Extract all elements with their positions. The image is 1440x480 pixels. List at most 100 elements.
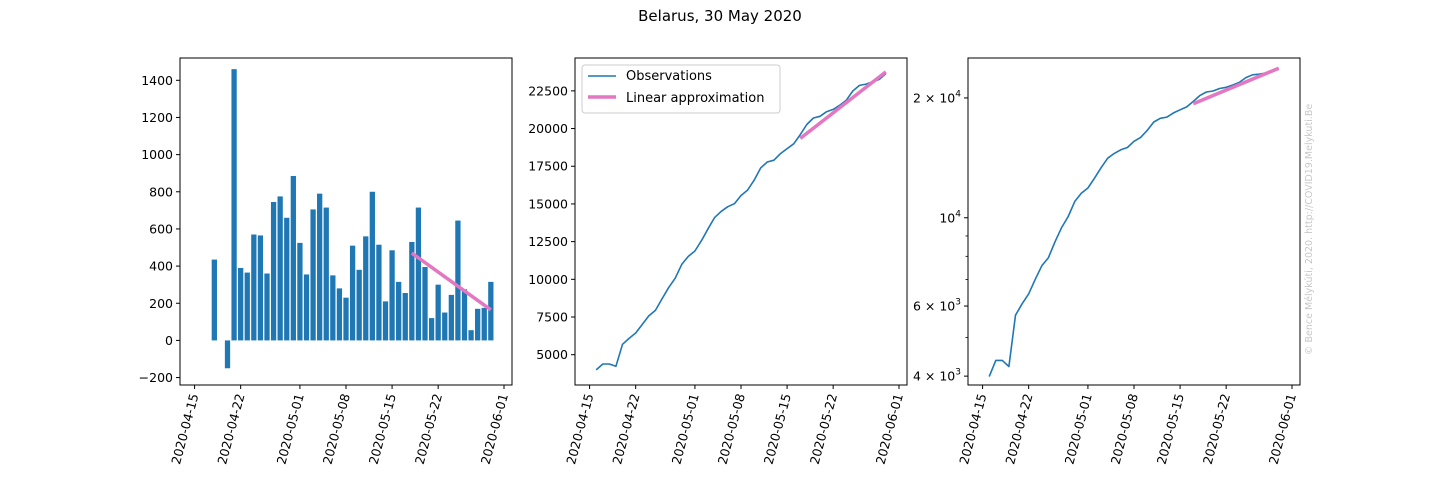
cumulative-log-axis-ticks: 2020-04-15 2020-04-22 2020-05-01 2020-05-08… [913,89,1299,466]
y-tick-label: 17500 [528,159,568,174]
x-tick-label: 2020-05-08 [715,392,748,466]
bar [363,236,369,341]
bar [238,267,244,341]
bar [481,307,487,341]
bar [277,196,283,341]
bar [317,193,323,341]
bar [270,201,277,341]
legend-box [581,64,781,114]
y-tick-label: 1400 [141,73,173,88]
x-tick-label: 2020-04-15 [563,392,596,466]
y-tick-label: 12500 [528,234,568,249]
bar [428,318,435,341]
bar [448,294,454,341]
bar [257,235,264,341]
bar [244,272,250,341]
x-tick-label: 2020-05-15 [761,392,794,466]
bar [211,259,217,341]
y-tick-label: 400 [149,259,173,274]
bar [349,245,356,341]
bar [323,207,329,341]
bar [376,244,382,341]
y-tick-label: 20000 [528,121,568,136]
y-tick-label: 104 [939,209,961,225]
y-tick-label: 7500 [536,310,568,325]
bar [284,217,290,341]
observations-line [595,73,887,371]
cumulative-axis-ticks: 2020-04-15 2020-04-22 2020-05-01 2020-05-08… [528,83,906,466]
bar [488,281,494,341]
bar [402,293,408,341]
y-tick-label: 2 × 104 [913,89,961,105]
x-tick-label: 2020-04-22 [214,392,247,466]
daily-linear-approximation [410,251,492,312]
bar [461,289,468,341]
bar [310,209,316,341]
x-tick-label: 2020-05-22 [1200,392,1233,466]
daily-axes-frame [179,57,513,386]
cumulative-axes-frame [574,57,908,386]
x-tick-label: 2020-05-22 [807,392,840,466]
bar [475,308,481,341]
y-tick-label: 22500 [528,83,568,98]
bar [290,175,296,341]
y-tick-label: 200 [149,296,173,311]
y-tick-label: 15000 [528,196,568,211]
approximation-line [410,251,492,312]
bar [330,275,336,341]
x-tick-label: 2020-05-22 [412,392,445,466]
x-tick-label: 2020-06-01 [1266,392,1299,466]
bar [231,69,237,341]
y-tick-label: 6 × 103 [913,298,961,314]
bar [356,269,362,341]
y-tick-label: 10000 [528,272,568,287]
bar [455,220,461,341]
y-tick-label: 1200 [141,110,173,125]
x-tick-label: 2020-05-01 [1062,392,1095,466]
x-tick-label: 2020-04-15 [956,392,989,466]
x-tick-label: 2020-04-22 [609,392,642,466]
y-tick-label: −200 [139,370,173,385]
bar [409,241,415,341]
bar [224,340,231,369]
legend-label-observations: Observations [626,69,712,84]
daily-bars [211,69,494,369]
legend-label-linear-approximation: Linear approximation [626,91,764,106]
bar [343,297,349,341]
cumulative-log-axes-frame [967,57,1301,386]
bar [264,273,270,341]
bar [382,301,389,341]
bar [251,234,257,341]
y-tick-label: 800 [149,184,173,199]
bar [442,312,448,341]
bar [369,191,375,341]
x-tick-label: 2020-05-08 [320,392,353,466]
y-tick-label: 0 [165,333,173,348]
y-tick-label: 600 [149,221,173,236]
x-tick-label: 2020-05-15 [366,392,399,466]
approximation-line [799,70,887,140]
figure-title: Belarus, 30 May 2020 [638,7,802,25]
x-tick-label: 2020-06-01 [873,392,906,466]
legend: Observations Linear approximation [581,64,781,114]
credit-watermark: © Bence Mélykúti, 2020. http://COVID19.M… [1304,104,1315,355]
x-tick-label: 2020-05-01 [274,392,307,466]
x-tick-label: 2020-05-01 [669,392,702,466]
observations-line [988,68,1280,377]
x-tick-label: 2020-04-15 [168,392,201,466]
bar [468,330,474,341]
bar [389,250,395,341]
bar [297,242,303,341]
bar [396,281,402,341]
x-tick-label: 2020-05-08 [1108,392,1141,466]
approximation-line [1192,66,1280,106]
daily-cases-panel: 2020-04-15 2020-04-22 2020-05-01 2020-05-08… [139,57,513,466]
cumulative-log-lines [988,66,1280,377]
x-tick-label: 2020-05-15 [1154,392,1187,466]
bar [422,267,428,341]
y-tick-label: 5000 [536,347,568,362]
x-tick-label: 2020-06-01 [478,392,511,466]
cumulative-lines [595,70,887,371]
x-tick-label: 2020-04-22 [1002,392,1035,466]
